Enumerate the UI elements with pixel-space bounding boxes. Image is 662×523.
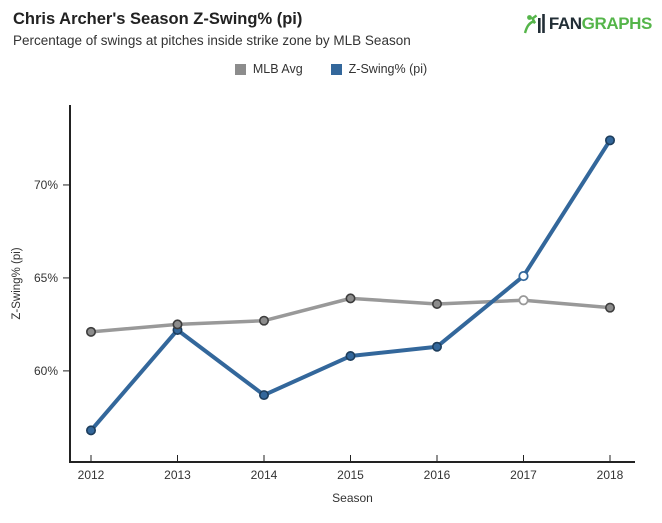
y-tick-label: 70% (34, 178, 58, 192)
data-point-mlb-avg-2017 (518, 295, 529, 306)
fangraphs-batter-icon (523, 14, 545, 34)
legend-item-mlb-avg: MLB Avg (234, 62, 303, 76)
data-point-mlb-avg-2016 (431, 298, 442, 309)
data-point-z-swing-pi--2015 (345, 351, 356, 362)
fangraphs-logo: FAN GRAPHS (523, 13, 652, 35)
legend-swatch-mlb-avg (234, 63, 246, 75)
data-point-mlb-avg-2014 (258, 315, 269, 326)
legend-label-z-swing: Z-Swing% (pi) (348, 62, 428, 76)
series-line-z-swing-pi- (89, 138, 612, 433)
data-point-z-swing-pi--2012 (86, 425, 97, 436)
fangraphs-logo-text-fan: FAN (548, 14, 582, 33)
data-point-mlb-avg-2012 (86, 326, 97, 337)
data-point-z-swing-pi--2016 (431, 341, 442, 352)
x-tick-label: 2017 (510, 468, 537, 482)
x-tick-label: 2018 (597, 468, 624, 482)
data-point-mlb-avg-2018 (604, 302, 615, 313)
data-point-mlb-avg-2013 (172, 319, 183, 330)
data-point-z-swing-pi--2017 (518, 270, 529, 282)
chart-title: Chris Archer's Season Z-Swing% (pi) (13, 10, 303, 28)
x-tick-label: 2013 (164, 468, 191, 482)
fangraphs-logo-text-graphs: GRAPHS (581, 14, 653, 33)
y-axis-title: Z-Swing% (pi) (11, 247, 23, 319)
chart-subtitle: Percentage of swings at pitches inside s… (13, 33, 411, 48)
legend-label-mlb-avg: MLB Avg (252, 62, 303, 76)
x-tick-label: 2012 (78, 468, 105, 482)
y-tick-label: 60% (34, 364, 58, 378)
x-axis-title: Season (332, 491, 373, 505)
series-line-mlb-avg (89, 296, 612, 334)
data-point-z-swing-pi--2014 (258, 390, 269, 401)
y-tick-label: 65% (34, 271, 58, 285)
x-tick-label: 2016 (424, 468, 451, 482)
chart-legend: MLB Avg Z-Swing% (pi) (0, 62, 662, 76)
x-tick-label: 2015 (337, 468, 364, 482)
legend-item-z-swing: Z-Swing% (pi) (330, 62, 428, 76)
data-point-z-swing-pi--2018 (604, 135, 615, 146)
data-point-mlb-avg-2015 (345, 293, 356, 304)
chart-header: Chris Archer's Season Z-Swing% (pi) Perc… (13, 10, 411, 48)
x-tick-label: 2014 (251, 468, 278, 482)
legend-swatch-z-swing (330, 63, 342, 75)
